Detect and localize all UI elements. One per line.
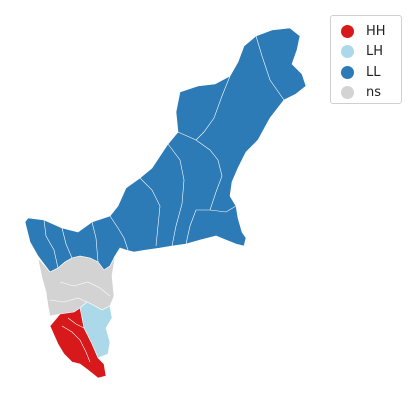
map-legend: HH LH LL ns: [330, 15, 402, 104]
legend-label-hh: HH: [366, 23, 386, 39]
legend-swatch-ns: [341, 86, 354, 100]
legend-label-lh: LH: [366, 44, 384, 60]
legend-item-hh: HH: [341, 21, 401, 42]
map-region-hh: [49, 307, 107, 379]
legend-item-ns: ns: [341, 83, 401, 104]
legend-item-lh: LH: [341, 42, 401, 63]
map-region-ll: [24, 27, 307, 273]
legend-label-ll: LL: [366, 64, 381, 80]
legend-swatch-lh: [341, 45, 354, 59]
district-boundaries: [43, 35, 285, 363]
legend-label-ns: ns: [366, 85, 382, 101]
legend-swatch-hh: [341, 24, 354, 38]
legend-item-ll: LL: [341, 62, 401, 83]
legend-swatch-ll: [341, 65, 354, 79]
